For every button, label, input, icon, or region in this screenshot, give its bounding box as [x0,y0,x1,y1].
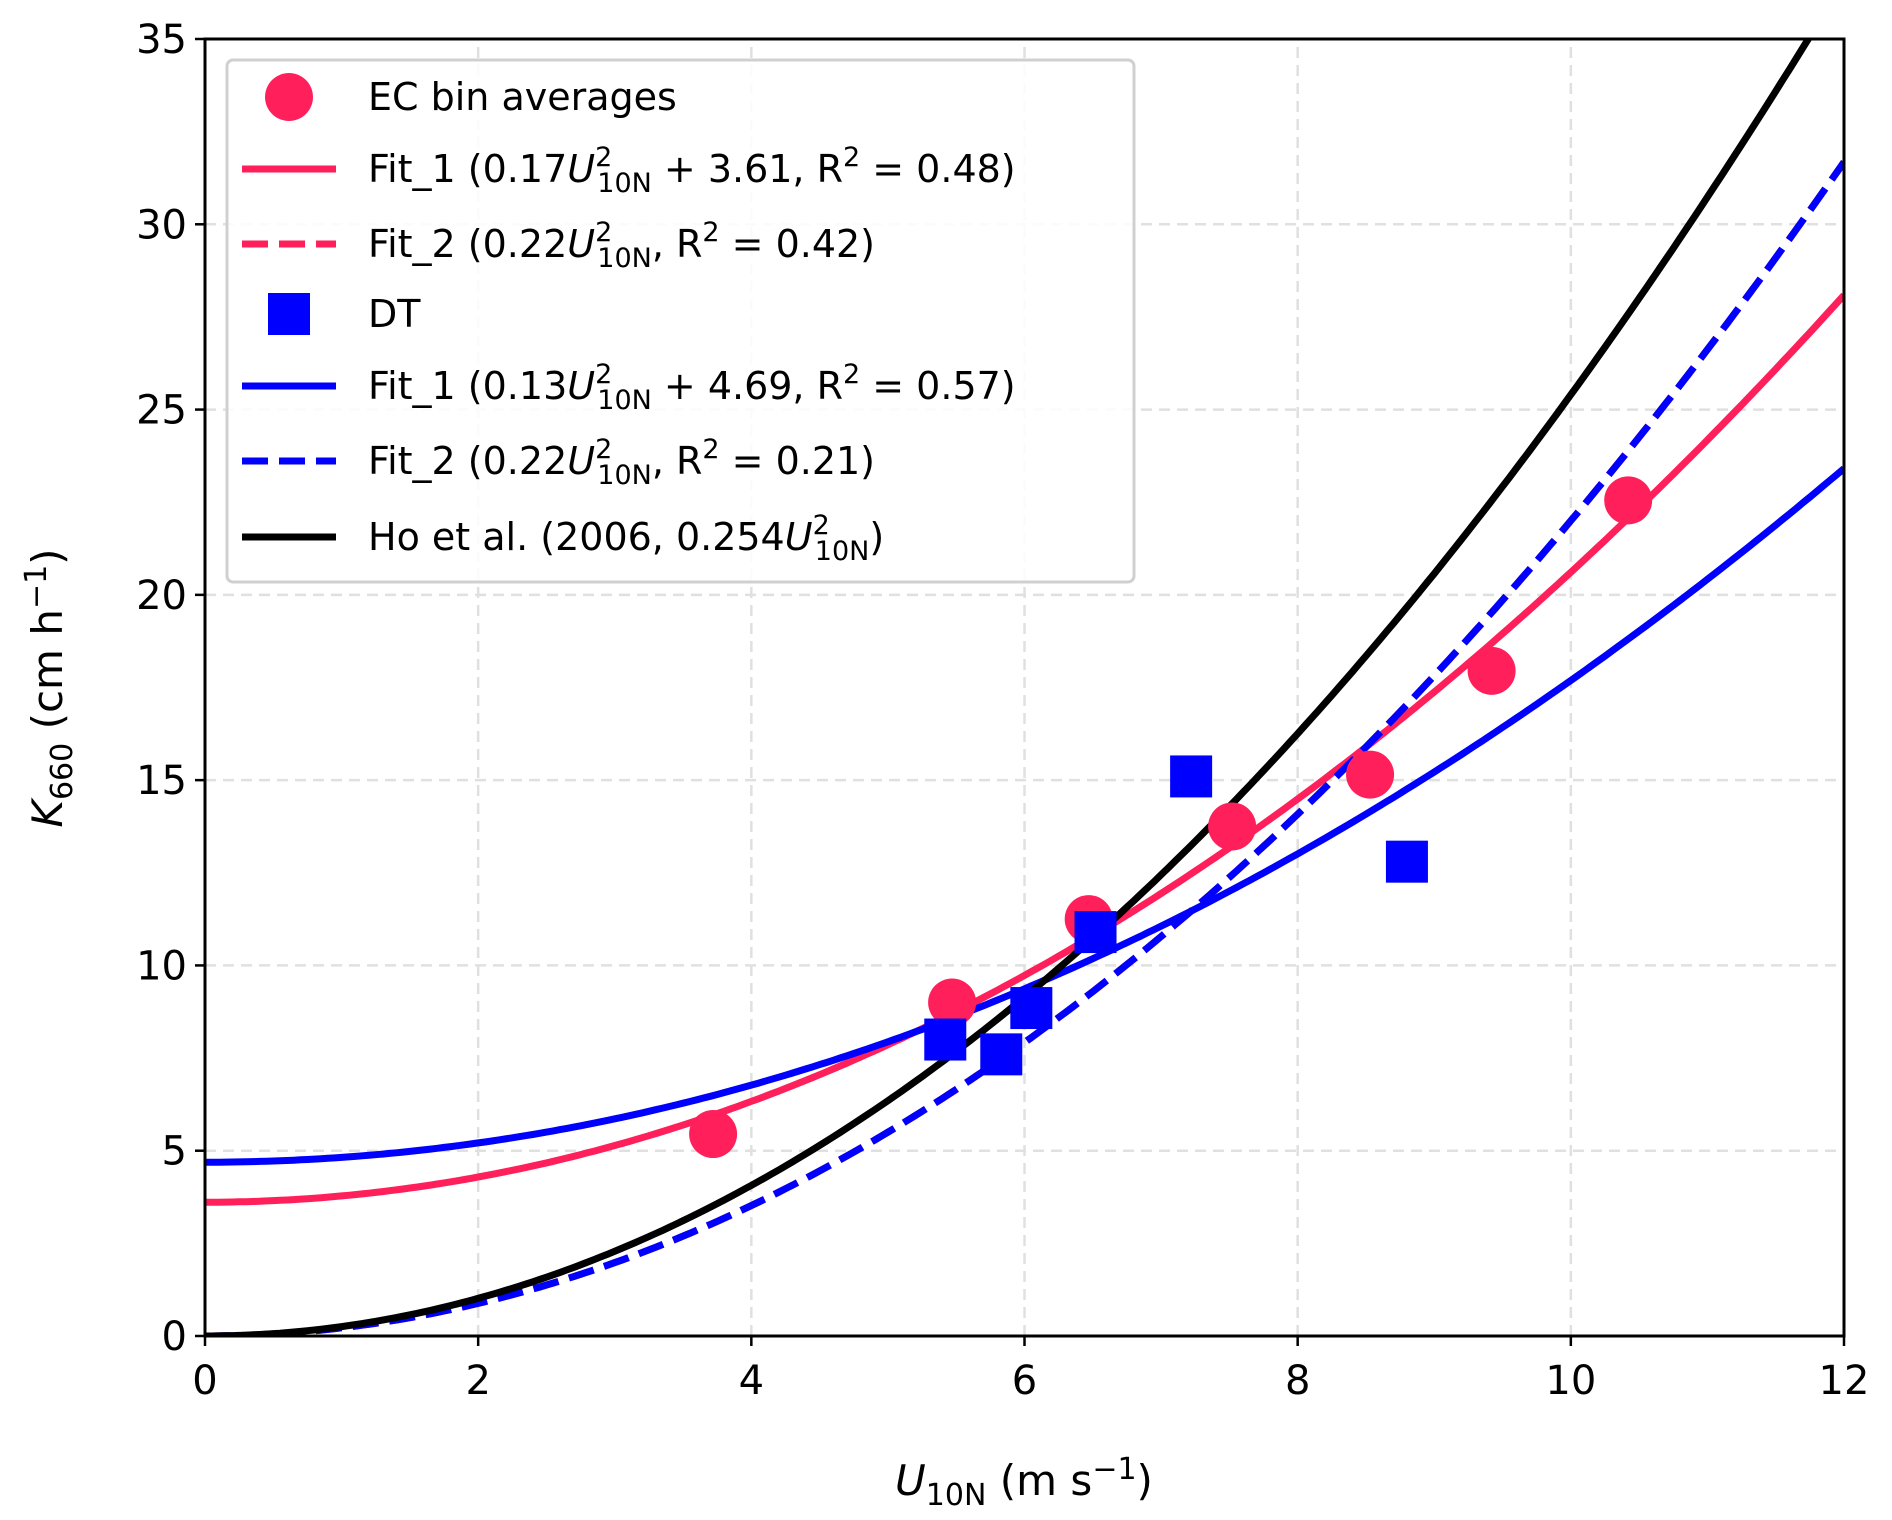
legend-label: Fit_2 (0.22U2 10N, R2 = 0.21) [368,434,875,491]
label-subscript: 10N [926,1478,987,1513]
legend-subscript: 10N [597,460,652,491]
legend-superscript: 2 [813,510,830,541]
legend-item: Ho et al. (2006, 0.254U2 10N) [242,510,884,567]
legend-text: Fit_1 (0.17 [368,147,567,191]
label-close: ) [1137,1456,1153,1505]
dt-point [980,1033,1023,1076]
x-tick-label: 10 [1545,1358,1596,1404]
legend-superscript: 2 [843,142,860,173]
legend-text: = 0.48) [860,147,1015,191]
legend-subscript: 10N [597,243,652,274]
legend-label: Ho et al. (2006, 0.254U2 10N) [368,510,884,567]
y-tick-label: 10 [136,943,187,989]
plot-area [205,39,1844,1336]
label-unit: (m s [986,1456,1092,1505]
label-symbol: U [895,1456,926,1505]
label-subscript: 660 [45,743,80,800]
legend-square-marker [268,293,310,335]
y-tick-label: 20 [136,573,187,619]
label-symbol: K [23,797,72,828]
legend-symbol: U [785,515,813,559]
legend-superscript: 2 [843,359,860,390]
legend-label: EC bin averages [368,75,677,119]
legend-superscript: 2 [702,434,719,465]
legend-label: Fit_1 (0.17U2 10N + 3.61, R2 = 0.48) [368,142,1016,199]
legend-item: Fit_2 (0.22U2 10N, R2 = 0.21) [242,434,875,491]
legend-text: EC bin averages [368,75,677,119]
x-axis-label: U10N (m s−1) [895,1452,1153,1513]
legend-text: = 0.57) [860,364,1015,408]
x-tick-label: 12 [1819,1358,1870,1404]
label-close: ) [23,548,72,564]
dt-point [1385,840,1428,883]
label-unit: (cm h [23,609,72,743]
legend-text: ) [869,515,884,559]
legend-subscript: 10N [597,385,652,416]
y-tick-label: 5 [162,1129,187,1175]
x-tick-label: 6 [1012,1358,1037,1404]
legend-item: Fit_2 (0.22U2 10N, R2 = 0.42) [242,217,875,274]
ec-point [928,978,977,1027]
legend-item: DT [268,292,421,336]
legend-text: Fit_1 (0.13 [368,364,567,408]
legend-text: Fit_2 (0.22 [368,439,567,483]
curve-ec-fit-1 [205,292,1844,1206]
curve-dt-fit-2 [205,160,1844,1336]
legend-text: DT [368,292,421,336]
legend-subscript: 10N [597,168,652,199]
x-tick-label: 2 [465,1358,490,1404]
x-tick-label: 0 [192,1358,217,1404]
x-tick-label: 4 [739,1358,764,1404]
legend-text: + 4.69, R [652,364,843,408]
legend-label: Fit_2 (0.22U2 10N, R2 = 0.42) [368,217,875,274]
ec-point [1208,802,1257,851]
ec-point [689,1110,738,1159]
legend-text: = 0.21) [720,439,875,483]
legend-text: Fit_2 (0.22 [368,222,567,266]
ticks: 0 2 4 6 8 10 12 0 5 10 15 20 25 30 35 [136,17,1869,1404]
label-superscript: −1 [1092,1452,1136,1487]
legend-item: EC bin averages [265,73,677,121]
legend-superscript: 2 [595,217,612,248]
y-tick-label: 0 [162,1314,187,1360]
legend-superscript: 2 [595,142,612,173]
y-tick-label: 30 [136,202,187,248]
legend-item: Fit_1 (0.17U2 10N + 3.61, R2 = 0.48) [242,142,1016,199]
ec-point [1467,646,1516,695]
dt-point [1170,755,1213,798]
legend-circle-marker [265,73,313,121]
legend-superscript: 2 [702,217,719,248]
dt-point [1010,987,1053,1030]
legend-symbol: U [567,222,595,266]
y-tick-label: 15 [136,758,187,804]
dt-point [924,1018,967,1061]
ec-point [1604,476,1653,525]
ec-point [1346,750,1395,799]
y-axis-label: K660 (cm h−1) [19,548,80,827]
label-superscript: −1 [19,565,54,609]
legend-text: = 0.42) [720,222,875,266]
legend-text: + 3.61, R [652,147,843,191]
legend-subscript: 10N [815,536,870,567]
legend-item: Fit_1 (0.13U2 10N + 4.69, R2 = 0.57) [242,359,1016,416]
legend-frame [225,58,1136,584]
legend-symbol: U [567,439,595,483]
legend-symbol: U [567,364,595,408]
x-tick-label: 8 [1285,1358,1310,1404]
legend-text: , R [652,222,703,266]
legend-label: DT [368,292,421,336]
legend-text: , R [652,439,703,483]
y-tick-label: 25 [136,388,187,434]
legend-text: Ho et al. (2006, 0.254 [368,515,785,559]
y-tick-label: 35 [136,17,187,63]
legend-label: Fit_1 (0.13U2 10N + 4.69, R2 = 0.57) [368,359,1016,416]
legend-superscript: 2 [595,359,612,390]
dt-point [1074,911,1117,954]
legend-superscript: 2 [595,434,612,465]
legend-symbol: U [567,147,595,191]
